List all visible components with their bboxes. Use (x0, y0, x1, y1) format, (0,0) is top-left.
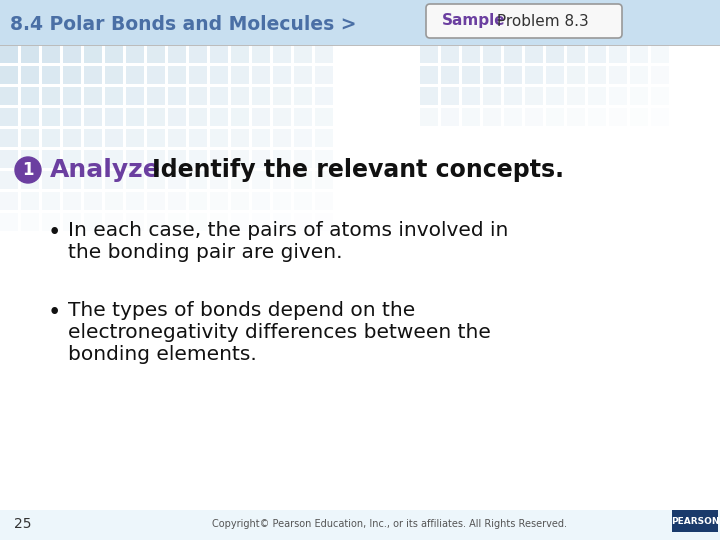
FancyBboxPatch shape (609, 87, 627, 105)
FancyBboxPatch shape (126, 150, 144, 168)
FancyBboxPatch shape (0, 171, 18, 189)
FancyBboxPatch shape (42, 45, 60, 63)
FancyBboxPatch shape (504, 66, 522, 84)
Text: In each case, the pairs of atoms involved in: In each case, the pairs of atoms involve… (68, 220, 508, 240)
FancyBboxPatch shape (525, 108, 543, 126)
Text: bonding elements.: bonding elements. (68, 345, 257, 363)
FancyBboxPatch shape (189, 171, 207, 189)
FancyBboxPatch shape (0, 129, 18, 147)
FancyBboxPatch shape (315, 171, 333, 189)
FancyBboxPatch shape (273, 45, 291, 63)
FancyBboxPatch shape (294, 87, 312, 105)
Text: •: • (48, 220, 61, 244)
FancyBboxPatch shape (105, 66, 123, 84)
FancyBboxPatch shape (0, 150, 18, 168)
FancyBboxPatch shape (105, 192, 123, 210)
FancyBboxPatch shape (105, 45, 123, 63)
FancyBboxPatch shape (294, 150, 312, 168)
FancyBboxPatch shape (504, 108, 522, 126)
FancyBboxPatch shape (210, 45, 228, 63)
FancyBboxPatch shape (126, 171, 144, 189)
FancyBboxPatch shape (84, 171, 102, 189)
FancyBboxPatch shape (63, 213, 81, 231)
FancyBboxPatch shape (168, 150, 186, 168)
Text: Identify the relevant concepts.: Identify the relevant concepts. (152, 158, 564, 182)
FancyBboxPatch shape (63, 108, 81, 126)
FancyBboxPatch shape (273, 171, 291, 189)
Text: 25: 25 (14, 517, 32, 531)
FancyBboxPatch shape (546, 45, 564, 63)
FancyBboxPatch shape (672, 510, 718, 532)
FancyBboxPatch shape (210, 129, 228, 147)
FancyBboxPatch shape (189, 129, 207, 147)
FancyBboxPatch shape (63, 45, 81, 63)
FancyBboxPatch shape (483, 87, 501, 105)
FancyBboxPatch shape (567, 87, 585, 105)
FancyBboxPatch shape (21, 171, 39, 189)
FancyBboxPatch shape (63, 66, 81, 84)
FancyBboxPatch shape (252, 108, 270, 126)
FancyBboxPatch shape (273, 150, 291, 168)
FancyBboxPatch shape (420, 87, 438, 105)
FancyBboxPatch shape (105, 129, 123, 147)
FancyBboxPatch shape (462, 87, 480, 105)
Text: •: • (48, 300, 61, 323)
FancyBboxPatch shape (252, 171, 270, 189)
FancyBboxPatch shape (441, 66, 459, 84)
Text: Problem 8.3: Problem 8.3 (492, 14, 589, 29)
FancyBboxPatch shape (168, 129, 186, 147)
FancyBboxPatch shape (231, 66, 249, 84)
FancyBboxPatch shape (567, 66, 585, 84)
FancyBboxPatch shape (0, 45, 18, 63)
FancyBboxPatch shape (63, 87, 81, 105)
FancyBboxPatch shape (231, 87, 249, 105)
FancyBboxPatch shape (294, 192, 312, 210)
FancyBboxPatch shape (63, 192, 81, 210)
FancyBboxPatch shape (42, 66, 60, 84)
FancyBboxPatch shape (63, 129, 81, 147)
FancyBboxPatch shape (525, 45, 543, 63)
FancyBboxPatch shape (126, 66, 144, 84)
FancyBboxPatch shape (147, 87, 165, 105)
FancyBboxPatch shape (315, 87, 333, 105)
FancyBboxPatch shape (0, 87, 18, 105)
Text: 1: 1 (22, 161, 34, 179)
FancyBboxPatch shape (0, 192, 18, 210)
FancyBboxPatch shape (567, 108, 585, 126)
FancyBboxPatch shape (252, 87, 270, 105)
FancyBboxPatch shape (315, 45, 333, 63)
FancyBboxPatch shape (252, 45, 270, 63)
FancyBboxPatch shape (84, 192, 102, 210)
FancyBboxPatch shape (168, 192, 186, 210)
FancyBboxPatch shape (189, 150, 207, 168)
Circle shape (15, 157, 41, 183)
FancyBboxPatch shape (252, 192, 270, 210)
FancyBboxPatch shape (126, 108, 144, 126)
FancyBboxPatch shape (273, 129, 291, 147)
FancyBboxPatch shape (504, 87, 522, 105)
FancyBboxPatch shape (210, 192, 228, 210)
FancyBboxPatch shape (630, 87, 648, 105)
FancyBboxPatch shape (189, 87, 207, 105)
FancyBboxPatch shape (147, 150, 165, 168)
FancyBboxPatch shape (546, 87, 564, 105)
FancyBboxPatch shape (210, 87, 228, 105)
FancyBboxPatch shape (147, 129, 165, 147)
FancyBboxPatch shape (273, 87, 291, 105)
FancyBboxPatch shape (168, 87, 186, 105)
FancyBboxPatch shape (294, 129, 312, 147)
FancyBboxPatch shape (441, 45, 459, 63)
FancyBboxPatch shape (21, 45, 39, 63)
FancyBboxPatch shape (84, 66, 102, 84)
FancyBboxPatch shape (210, 171, 228, 189)
FancyBboxPatch shape (21, 87, 39, 105)
FancyBboxPatch shape (210, 108, 228, 126)
FancyBboxPatch shape (426, 4, 622, 38)
FancyBboxPatch shape (546, 108, 564, 126)
FancyBboxPatch shape (189, 45, 207, 63)
FancyBboxPatch shape (252, 129, 270, 147)
FancyBboxPatch shape (231, 171, 249, 189)
FancyBboxPatch shape (273, 192, 291, 210)
FancyBboxPatch shape (315, 66, 333, 84)
